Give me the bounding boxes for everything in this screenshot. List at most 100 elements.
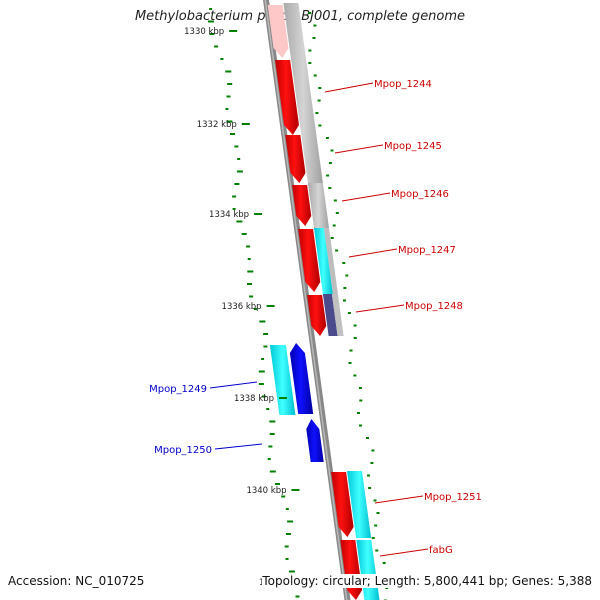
label-leader: [209, 381, 258, 389]
gc-skew-track: [207, 8, 390, 600]
forward-gene[interactable]: [331, 472, 354, 537]
gc-dash: [353, 324, 357, 327]
ruler-tick: [279, 397, 287, 399]
gc-dash: [318, 87, 322, 89]
gc-dash: [359, 399, 363, 402]
gc-dash: [345, 274, 349, 277]
gene-label[interactable]: Mpop_1248: [405, 301, 463, 312]
reverse-gene[interactable]: [306, 419, 324, 462]
gc-dash: [287, 520, 294, 523]
gc-dash: [335, 249, 339, 252]
gc-dash: [326, 174, 330, 177]
reverse-gene[interactable]: [289, 343, 314, 414]
gc-dash: [342, 262, 346, 264]
gc-dash: [371, 449, 375, 452]
cds-block[interactable]: [331, 294, 344, 336]
cds-block[interactable]: [269, 345, 296, 415]
gc-dash: [308, 12, 312, 14]
gene-label[interactable]: fabG: [429, 545, 453, 556]
gene-label[interactable]: Mpop_1247: [398, 245, 456, 256]
gene-label[interactable]: Mpop_1246: [391, 189, 449, 200]
gc-dash: [325, 137, 329, 139]
gc-dash: [335, 212, 339, 214]
gc-dash: [258, 370, 265, 373]
gc-dash: [368, 487, 372, 489]
gc-dash: [220, 58, 224, 60]
forward-gene[interactable]: [307, 295, 327, 336]
genome-summary: Topology: circular; Length: 5,800,441 bp…: [262, 574, 592, 588]
gc-dash: [236, 170, 243, 173]
gc-dash: [315, 112, 319, 114]
gc-dash: [374, 524, 378, 527]
gc-dash: [371, 537, 375, 539]
gc-dash: [353, 337, 357, 339]
gene-label[interactable]: Mpop_1251: [424, 492, 482, 503]
gc-dash: [237, 158, 241, 160]
gc-dash: [285, 508, 289, 510]
gc-dash: [330, 149, 334, 152]
gc-dash: [269, 470, 276, 473]
gc-dash: [313, 24, 317, 27]
gc-dash: [247, 258, 251, 260]
gc-dash: [317, 99, 321, 102]
gc-dash: [209, 33, 215, 35]
forward-gene[interactable]: [285, 135, 306, 183]
gc-dash: [226, 120, 233, 123]
gc-dash: [214, 45, 219, 48]
ruler-tick: [241, 123, 250, 125]
gc-dash: [269, 433, 275, 435]
gene-label[interactable]: Mpop_1249: [149, 384, 207, 395]
gc-dash: [259, 320, 266, 323]
gc-dash: [308, 49, 312, 52]
gc-dash: [367, 474, 370, 477]
cds-block[interactable]: [322, 294, 338, 336]
gene-label[interactable]: Mpop_1250: [154, 445, 212, 456]
gc-dash: [236, 220, 243, 223]
gc-dash: [263, 333, 269, 335]
label-leader: [355, 304, 405, 313]
gc-dash: [247, 270, 254, 273]
gc-dash: [358, 387, 362, 389]
forward-gene[interactable]: [292, 185, 312, 226]
gc-dash: [373, 499, 377, 502]
gc-dash: [333, 199, 337, 202]
gc-dash: [288, 570, 295, 573]
gc-dash: [359, 424, 362, 427]
gc-dash: [249, 295, 254, 298]
gc-dash: [308, 62, 312, 64]
gc-dash: [313, 74, 317, 77]
gc-dash: [328, 187, 332, 189]
gene-label[interactable]: Mpop_1245: [384, 141, 442, 152]
gc-dash: [385, 587, 389, 589]
gc-dash: [258, 383, 264, 385]
gc-dash: [375, 549, 379, 552]
cds-block[interactable]: [307, 183, 329, 228]
cds-block[interactable]: [314, 228, 333, 294]
forward-gene[interactable]: [298, 229, 321, 292]
gc-dash: [225, 108, 229, 110]
backbone-highlight: [264, 0, 348, 600]
cds-block[interactable]: [347, 471, 372, 538]
gc-dash: [261, 395, 266, 398]
label-leader: [348, 248, 398, 258]
forward-gene[interactable]: [275, 60, 299, 135]
gene-label[interactable]: Mpop_1244: [374, 79, 432, 90]
gc-dash: [267, 458, 271, 460]
gc-dash: [285, 558, 289, 560]
gc-dash: [253, 308, 257, 310]
label-leader: [324, 82, 374, 93]
gc-dash: [227, 83, 233, 85]
cds-block[interactable]: [283, 3, 323, 183]
ruler-tick-label: 1336 kbp: [222, 302, 262, 312]
forward-gene[interactable]: [267, 5, 289, 58]
gc-dash: [357, 412, 360, 414]
gene-labels: Mpop_1244 Mpop_1245 Mpop_1246 Mpop_1247 Mpop…: [149, 79, 482, 557]
cds-block[interactable]: [324, 228, 338, 294]
gc-dash: [261, 358, 265, 360]
gc-dash: [347, 312, 351, 314]
gc-dash: [246, 245, 251, 248]
label-leader: [379, 548, 429, 557]
gc-dash: [234, 183, 240, 185]
gc-dash: [207, 20, 214, 23]
